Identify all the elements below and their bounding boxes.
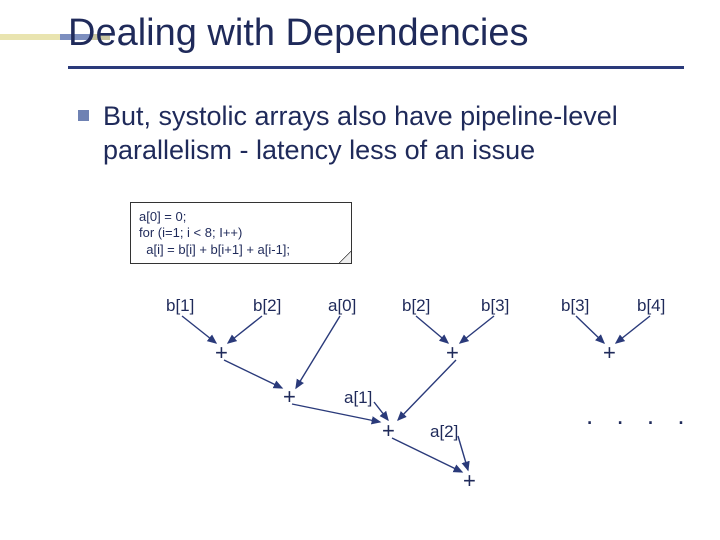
square-bullet-icon: [78, 110, 89, 121]
plus-4: +: [463, 468, 476, 494]
node-b2b: b[2]: [402, 296, 430, 316]
node-b1: b[1]: [166, 296, 194, 316]
node-b3b: b[3]: [561, 296, 589, 316]
page-curl-icon: [339, 251, 351, 263]
slide-title: Dealing with Dependencies: [68, 12, 529, 55]
code-line-3: a[i] = b[i] + b[i+1] + a[i-1];: [139, 242, 290, 257]
node-a1: a[1]: [344, 388, 372, 408]
code-box: a[0] = 0; for (i=1; i < 8; I++) a[i] = b…: [130, 202, 352, 264]
title-underline: [68, 66, 684, 69]
plus-3: +: [382, 418, 395, 444]
code-line-2: for (i=1; i < 8; I++): [139, 225, 242, 240]
bullet-text: But, systolic arrays also have pipeline-…: [103, 100, 678, 168]
arrow-layer: [0, 0, 720, 540]
plus-2b: +: [603, 340, 616, 366]
node-b4: b[4]: [637, 296, 665, 316]
node-a2: a[2]: [430, 422, 458, 442]
node-a0: a[0]: [328, 296, 356, 316]
node-b2a: b[2]: [253, 296, 281, 316]
plus-1: +: [215, 340, 228, 366]
plus-1b: +: [446, 340, 459, 366]
plus-2: +: [283, 384, 296, 410]
code-line-1: a[0] = 0;: [139, 209, 186, 224]
bullet-row: But, systolic arrays also have pipeline-…: [78, 100, 678, 168]
ellipsis: . . . .: [586, 400, 693, 431]
node-b3a: b[3]: [481, 296, 509, 316]
accent-seg-1: [0, 34, 60, 40]
